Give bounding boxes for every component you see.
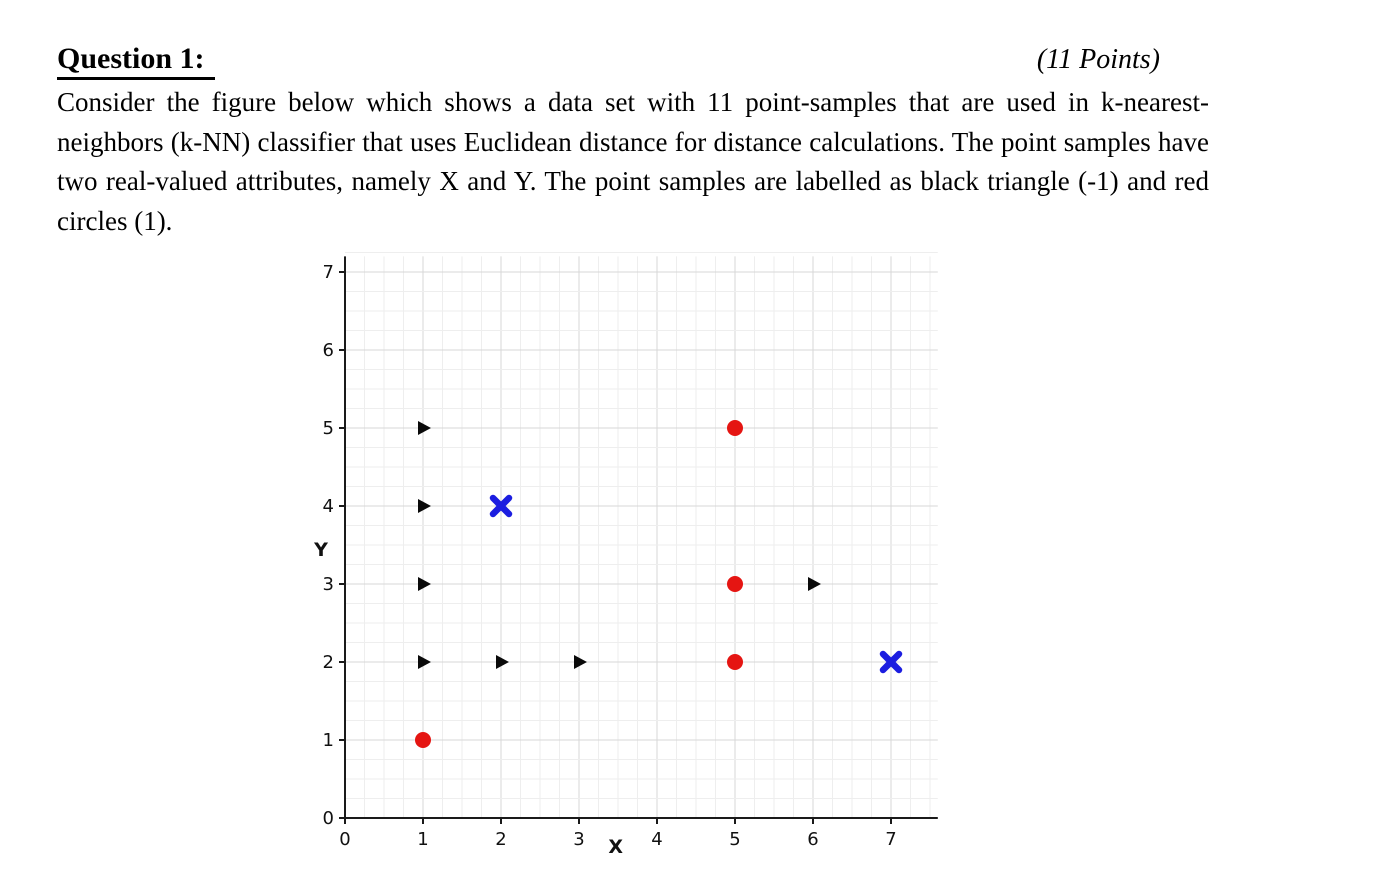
blue-x-stroke <box>489 494 513 518</box>
black-triangle-marker <box>418 577 431 591</box>
y-tick-label: 2 <box>323 652 334 673</box>
x-tick-label: 0 <box>339 829 350 850</box>
red-circle-marker <box>727 576 743 592</box>
black-triangle-marker <box>418 655 431 669</box>
red-circle-marker <box>727 654 743 670</box>
black-triangle-marker <box>574 655 587 669</box>
y-tick-label: 0 <box>323 808 334 829</box>
y-tick-label: 6 <box>323 340 334 361</box>
x-tick-label: 2 <box>495 829 506 850</box>
x-tick-label: 1 <box>417 829 428 850</box>
y-axis-title: Y <box>313 539 328 561</box>
x-tick-label: 4 <box>651 829 662 850</box>
red-circle-marker <box>415 732 431 748</box>
black-triangle-marker <box>418 499 431 513</box>
x-tick-label: 7 <box>885 829 896 850</box>
blue-x-marker <box>879 650 903 674</box>
black-triangle-marker <box>496 655 509 669</box>
red-circle-marker <box>727 420 743 436</box>
x-tick-label: 6 <box>807 829 818 850</box>
question-header: Question 1: (11 Points) <box>57 42 1160 80</box>
blue-x-marker <box>489 494 513 518</box>
question-title: Question 1: <box>57 42 215 80</box>
points-label: (11 Points) <box>1036 44 1160 75</box>
y-tick-label: 4 <box>323 496 334 517</box>
scatter-plot-svg: 0 1 2 3 4 5 6 7 0 1 2 3 4 5 6 7 X Y <box>313 252 938 858</box>
y-tick-label: 3 <box>323 574 334 595</box>
y-tick-label: 7 <box>323 262 334 283</box>
y-tick-label: 1 <box>323 730 334 751</box>
black-triangle-marker <box>808 577 821 591</box>
x-tick-label: 5 <box>729 829 740 850</box>
question-text: Consider the figure below which shows a … <box>57 87 1209 236</box>
blue-x-stroke <box>879 650 903 674</box>
y-tick-label: 5 <box>323 418 334 439</box>
x-axis-title: X <box>608 836 623 858</box>
black-triangle-marker <box>418 421 431 435</box>
x-tick-label: 3 <box>573 829 584 850</box>
knn-scatter-plot: 0 1 2 3 4 5 6 7 0 1 2 3 4 5 6 7 X Y <box>298 250 958 870</box>
